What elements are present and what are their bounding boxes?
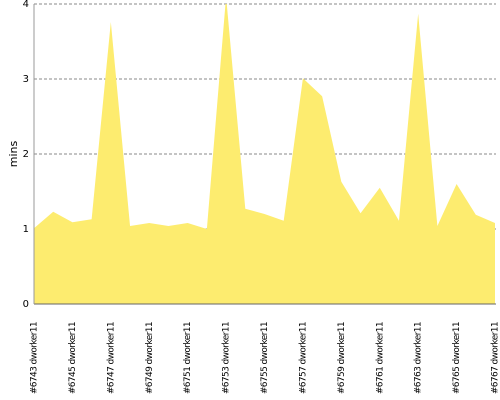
x-tick-label: #6755 dworker11 <box>260 322 270 394</box>
x-tick-label: #6767 dworker11 <box>491 322 500 394</box>
x-tick-label: #6745 dworker11 <box>68 322 78 394</box>
x-tick-label: #6749 dworker11 <box>145 322 155 394</box>
y-tick-label: 2 <box>23 149 29 160</box>
y-axis-label: mins <box>7 140 20 167</box>
x-tick-label: #6743 dworker11 <box>30 322 40 394</box>
x-tick-label: #6765 dworker11 <box>452 322 462 394</box>
area-layer <box>34 4 495 304</box>
x-tick-label: #6761 dworker11 <box>375 322 385 394</box>
x-tick-label: #6751 dworker11 <box>183 322 193 394</box>
x-tick-label: #6747 dworker11 <box>106 322 116 394</box>
x-tick-label: #6757 dworker11 <box>298 322 308 394</box>
y-tick-label: 4 <box>23 0 29 10</box>
y-tick-label: 0 <box>23 299 29 310</box>
x-tick-label: #6763 dworker11 <box>414 322 424 394</box>
y-tick-label: 3 <box>23 74 29 85</box>
y-tick-label: 1 <box>23 224 29 235</box>
x-tick-label: #6759 dworker11 <box>337 322 347 394</box>
x-tick-label: #6753 dworker11 <box>222 322 232 394</box>
area <box>34 4 495 304</box>
